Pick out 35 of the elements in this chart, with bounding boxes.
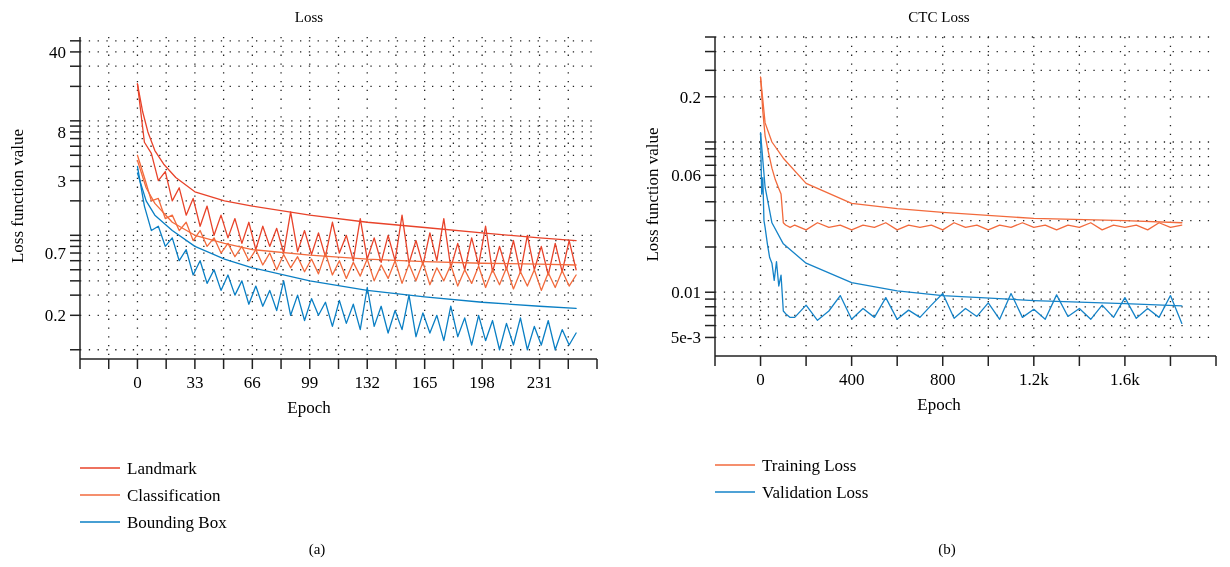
y-tick-label: 40 <box>49 42 66 62</box>
legend-label: Landmark <box>127 458 198 478</box>
x-tick-label: 99 <box>301 373 319 392</box>
x-tick-label: 1.6k <box>1110 370 1141 389</box>
x-tick-label: 132 <box>354 373 380 392</box>
chart-title: CTC Loss <box>908 9 970 25</box>
x-tick-label: 165 <box>411 373 438 392</box>
x-tick-label: 400 <box>838 370 865 389</box>
legend-label: Training Loss <box>762 455 857 475</box>
x-tick-label: 0 <box>756 370 765 389</box>
chart-title: Loss <box>294 9 324 25</box>
y-tick-label: 0.2 <box>44 306 66 326</box>
x-tick-label: 66 <box>243 373 261 392</box>
text: (a) <box>308 541 326 558</box>
x-tick-label: 33 <box>186 373 204 392</box>
y-tick-label: 3 <box>57 171 66 191</box>
y-tick-label: 0.06 <box>671 166 701 186</box>
legend-label: Validation Loss <box>762 482 869 502</box>
y-tick-label: 0.01 <box>671 283 701 303</box>
y-tick-label: 5e-3 <box>670 328 701 348</box>
y-axis-title: Loss function value <box>8 128 27 264</box>
text: (b) <box>938 541 956 558</box>
y-tick-label: 8 <box>57 122 66 142</box>
x-tick-label: 198 <box>469 373 495 392</box>
x-tick-label: 0 <box>133 373 142 392</box>
y-tick-label: 0.2 <box>679 87 701 107</box>
x-axis-title: Epoch <box>287 398 332 417</box>
y-tick-label: 0.7 <box>44 243 67 263</box>
legend-label: Classification <box>127 485 221 505</box>
x-tick-label: 800 <box>929 370 956 389</box>
legend-label: Bounding Box <box>127 512 228 532</box>
x-tick-label: 231 <box>526 373 553 392</box>
y-axis-title: Loss function value <box>643 127 662 262</box>
x-tick-label: 1.2k <box>1018 370 1050 389</box>
x-axis-title: Epoch <box>917 395 962 414</box>
